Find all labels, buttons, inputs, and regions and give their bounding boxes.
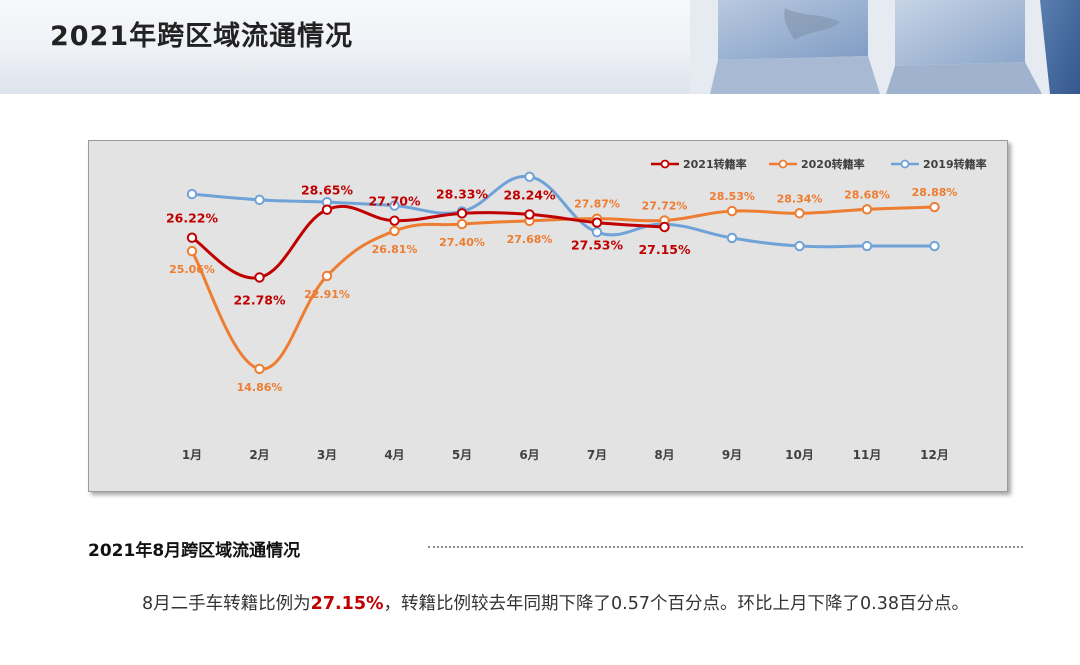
summary-text-after: ，转籍比例较去年同期下降了0.57个百分点。环比上月下降了0.38百分点。	[383, 594, 969, 614]
x-tick-label: 5月	[452, 448, 472, 462]
legend-marker	[778, 159, 788, 169]
data-label: 28.34%	[777, 192, 823, 205]
summary-paragraph: 8月二手车转籍比例为27.15%，转籍比例较去年同期下降了0.57个百分点。环比…	[88, 586, 1048, 623]
data-label: 14.86%	[237, 381, 283, 394]
data-point	[456, 208, 468, 219]
data-point	[794, 240, 805, 252]
data-point	[186, 245, 198, 257]
data-label: 28.68%	[844, 188, 890, 201]
data-point	[726, 232, 738, 244]
data-label: 28.65%	[301, 183, 354, 198]
data-point	[524, 209, 535, 220]
data-label: 27.40%	[439, 236, 485, 249]
data-point	[659, 221, 670, 233]
decorative-cubes-image	[690, 0, 1080, 94]
page-title: 2021年跨区域流通情况	[50, 21, 354, 52]
data-point	[524, 171, 535, 182]
data-label: 25.06%	[169, 263, 215, 276]
data-point	[861, 240, 873, 252]
data-point	[726, 205, 738, 217]
data-point	[929, 201, 940, 213]
data-label: 22.78%	[233, 292, 286, 307]
data-label: 28.24%	[503, 187, 556, 202]
data-label: 27.68%	[507, 233, 553, 246]
data-point	[186, 232, 198, 243]
data-point	[321, 270, 333, 282]
x-tick-label: 4月	[384, 448, 404, 462]
data-point	[186, 188, 198, 200]
data-label: 22.91%	[304, 288, 350, 301]
legend-label: 2020转籍率	[801, 157, 865, 171]
header-banner: 2021年跨区域流通情况	[0, 0, 1080, 94]
summary-highlight-value: 27.15%	[310, 594, 384, 614]
data-point	[254, 194, 265, 206]
data-label: 28.88%	[912, 186, 958, 199]
x-tick-label: 11月	[853, 448, 882, 462]
data-label: 27.70%	[368, 194, 421, 209]
data-label: 27.53%	[571, 238, 624, 253]
x-tick-label: 8月	[654, 448, 674, 462]
data-label: 27.72%	[642, 199, 688, 212]
data-label: 27.87%	[574, 198, 620, 211]
data-point	[591, 226, 603, 238]
data-label: 28.33%	[436, 186, 489, 201]
data-point	[389, 200, 400, 211]
legend-label: 2019转籍率	[923, 157, 987, 171]
x-tick-label: 9月	[722, 448, 742, 462]
data-label: 28.53%	[709, 190, 755, 203]
x-tick-label: 2月	[249, 448, 269, 462]
data-point	[254, 272, 265, 283]
data-point	[254, 363, 265, 375]
data-point	[321, 204, 333, 215]
summary-text-before: 8月二手车转籍比例为	[142, 594, 311, 614]
x-tick-label: 6月	[519, 448, 539, 462]
data-point	[389, 225, 400, 237]
chart-container: 1月 2月 3月 4月 5月 6月 7月 8月 9月 10月 11月 12月 26.22% 22.78% 2…	[88, 140, 1008, 492]
data-point	[861, 204, 873, 215]
line-chart: 1月 2月 3月 4月 5月 6月 7月 8月 9月 10月 11月 12月 26.22% 22.78% 2…	[166, 157, 987, 462]
x-tick-label: 10月	[785, 448, 814, 462]
x-tick-label: 7月	[587, 448, 607, 462]
legend-label: 2021转籍率	[683, 157, 747, 171]
data-point	[389, 215, 400, 226]
data-point	[929, 240, 940, 252]
legend-marker	[900, 159, 910, 169]
data-label: 26.22%	[166, 211, 219, 226]
data-point	[591, 217, 603, 228]
x-tick-label: 12月	[920, 448, 949, 462]
data-label: 27.15%	[638, 242, 691, 257]
x-tick-label: 3月	[317, 448, 337, 462]
dotted-divider	[428, 546, 1023, 548]
legend-marker	[660, 159, 670, 169]
data-label: 26.81%	[372, 243, 418, 256]
section-title: 2021年8月跨区域流通情况	[88, 541, 301, 561]
x-tick-label: 1月	[182, 448, 202, 462]
data-point	[794, 208, 805, 219]
data-point	[456, 218, 468, 230]
